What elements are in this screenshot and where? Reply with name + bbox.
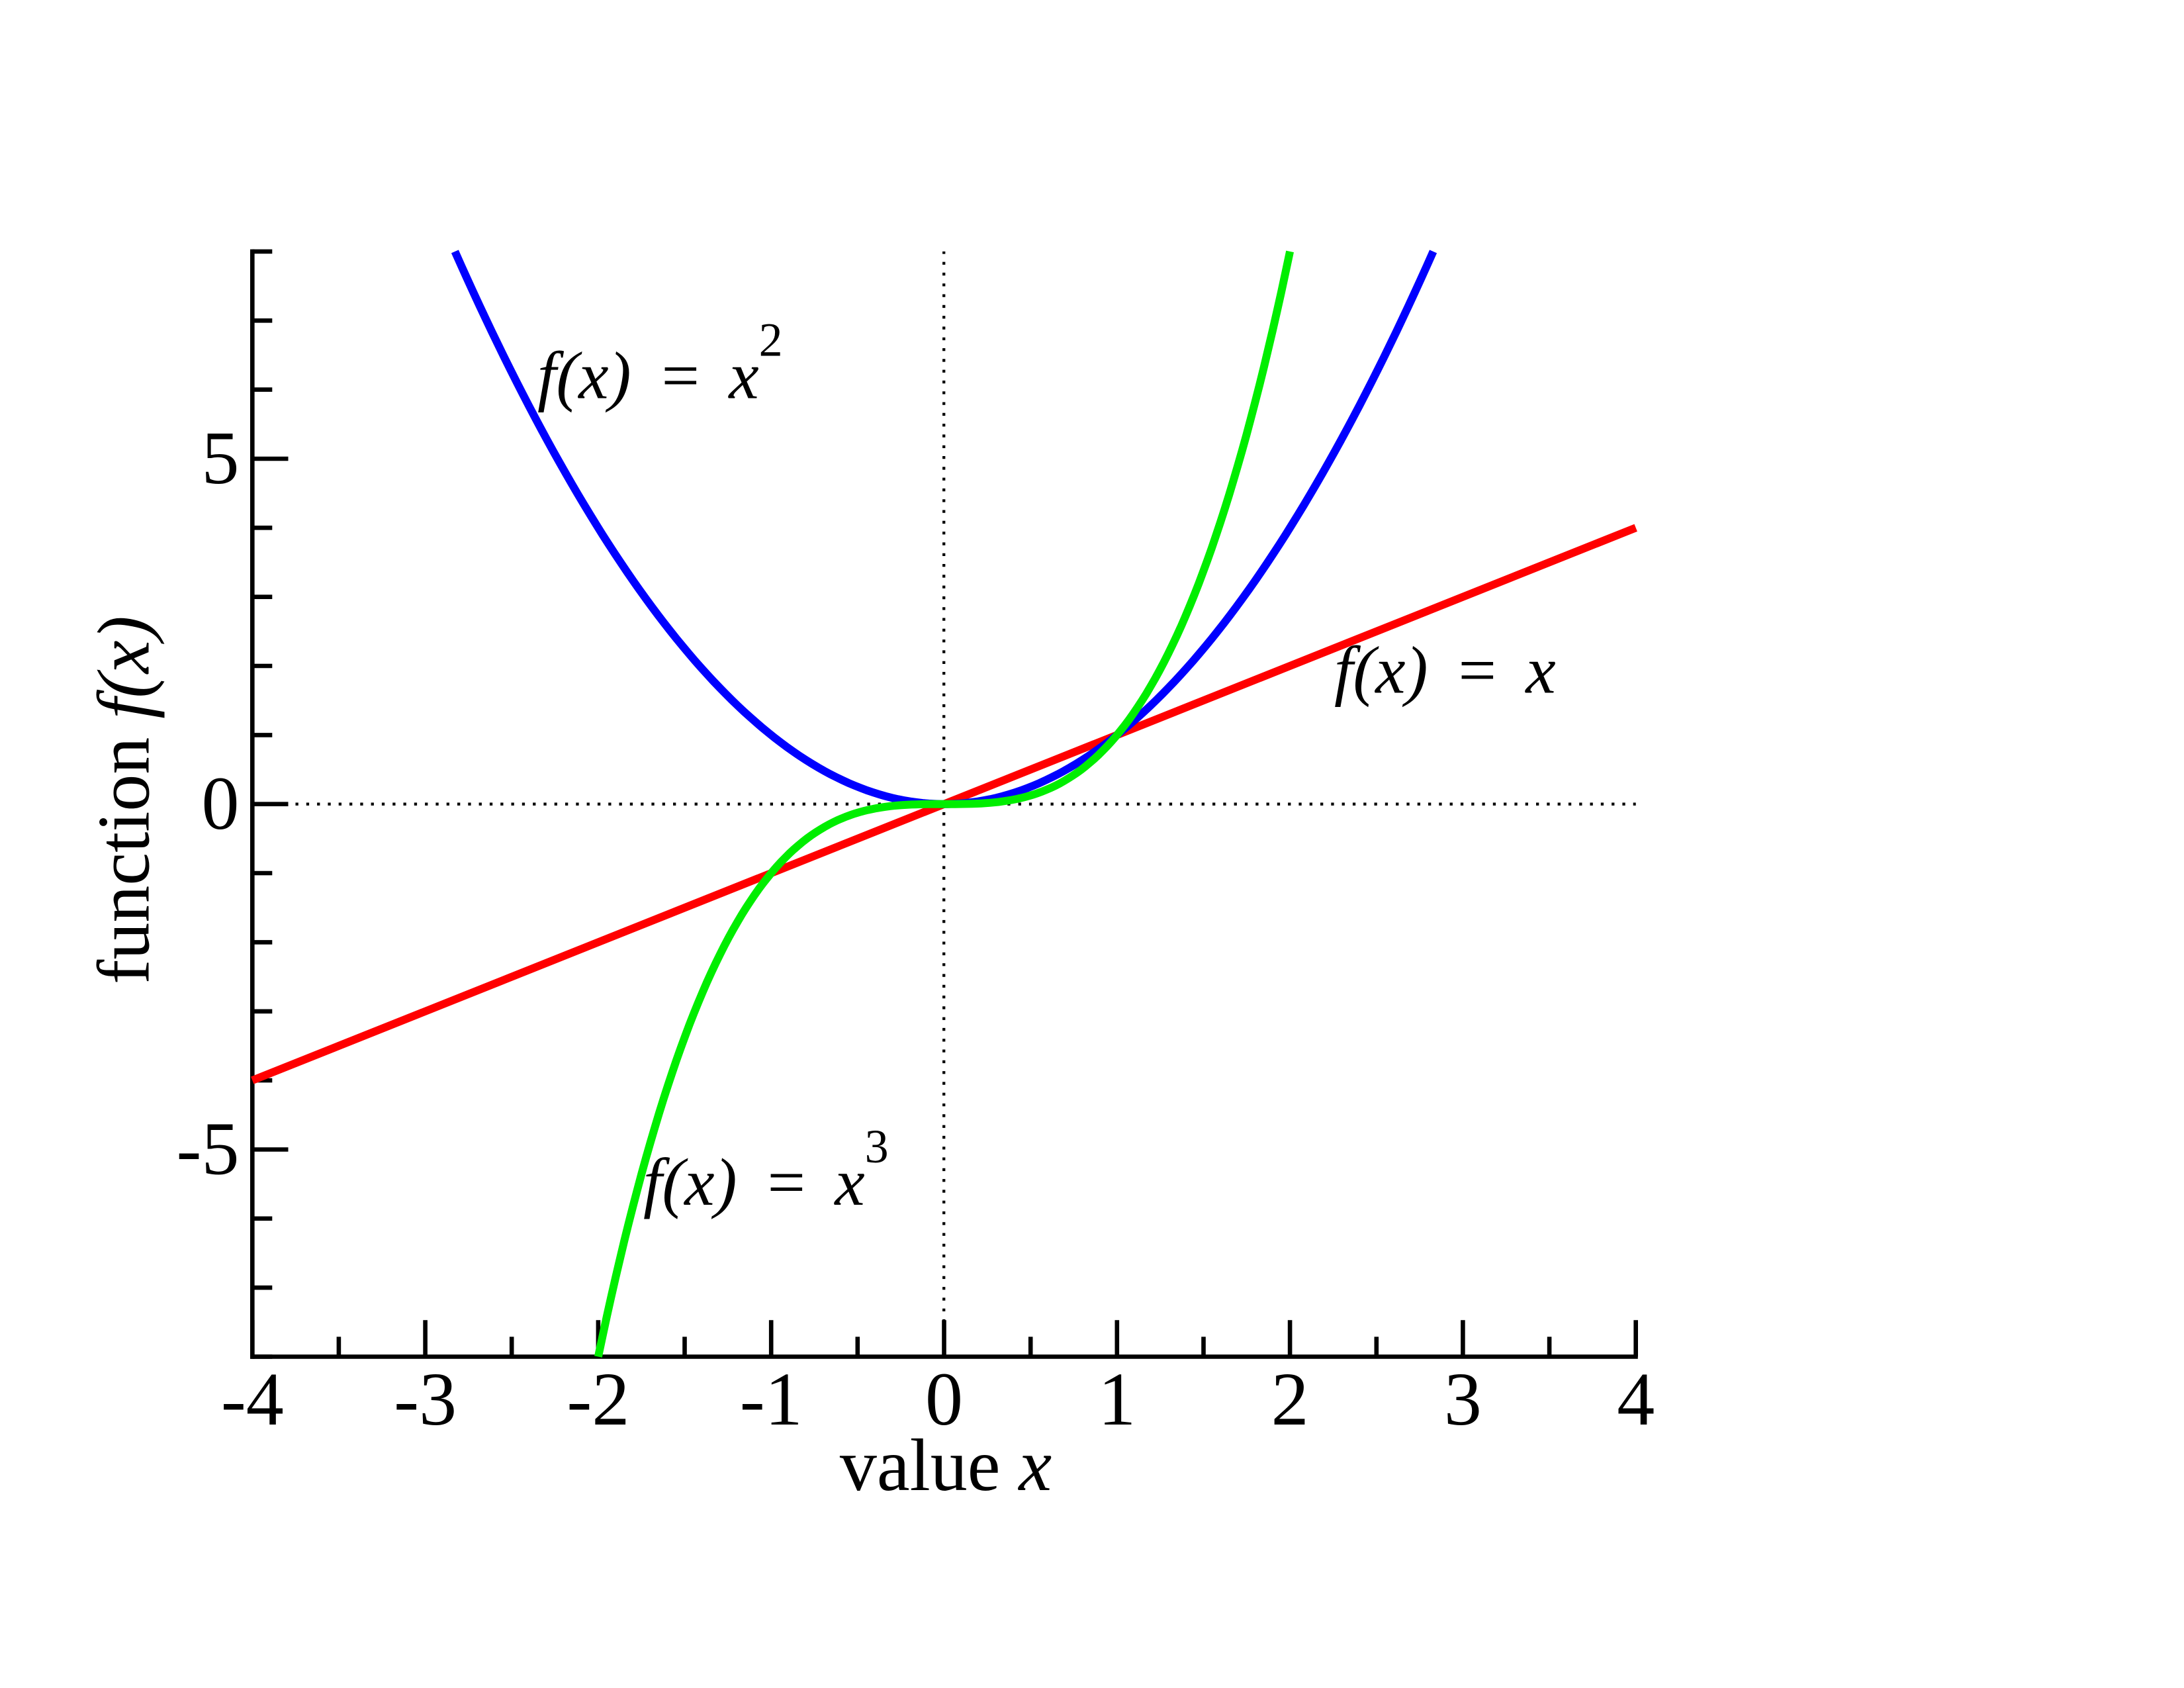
svg-text:-4: -4	[221, 1357, 284, 1441]
svg-text:f(x) = x2: f(x) = x2	[537, 314, 783, 414]
svg-text:-5: -5	[177, 1107, 240, 1191]
svg-text:-2: -2	[567, 1357, 629, 1441]
svg-text:3: 3	[1444, 1357, 1482, 1441]
svg-text:5: 5	[202, 416, 240, 500]
svg-text:0: 0	[925, 1357, 963, 1441]
svg-text:4: 4	[1617, 1357, 1655, 1441]
svg-text:2: 2	[1271, 1357, 1309, 1441]
svg-text:1: 1	[1098, 1357, 1136, 1441]
svg-text:-1: -1	[740, 1357, 803, 1441]
svg-text:function f(x): function f(x)	[83, 616, 165, 984]
svg-text:-3: -3	[394, 1357, 457, 1441]
svg-text:f(x) = x: f(x) = x	[1334, 633, 1556, 708]
svg-text:0: 0	[202, 761, 240, 845]
svg-text:value x: value x	[840, 1425, 1052, 1507]
